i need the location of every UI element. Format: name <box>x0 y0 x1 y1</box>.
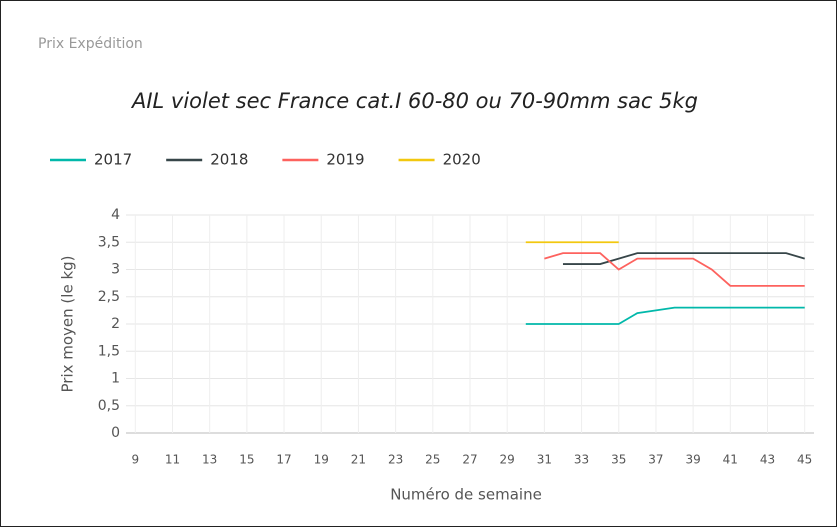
x-tick-label: 11 <box>165 453 180 467</box>
x-tick-label: 17 <box>276 453 291 467</box>
x-tick-label: 37 <box>648 453 663 467</box>
y-tick-label: 1,5 <box>98 343 120 359</box>
y-axis-label: Prix moyen (le kg) <box>59 255 77 392</box>
y-tick-label: 0,5 <box>98 398 120 414</box>
y-tick-label: 4 <box>111 207 120 223</box>
y-tick-label: 2,5 <box>98 289 120 305</box>
legend-label: 2017 <box>94 151 132 169</box>
x-tick-label: 41 <box>723 453 738 467</box>
card-title: Prix Expédition <box>38 36 143 52</box>
legend-label: 2018 <box>210 151 248 169</box>
y-tick-label: 3 <box>111 262 120 278</box>
x-tick-label: 33 <box>574 453 589 467</box>
x-tick-label: 35 <box>611 453 626 467</box>
chart-title: AIL violet sec France cat.I 60-80 ou 70-… <box>130 89 698 113</box>
series-line <box>544 252 805 287</box>
x-tick-label: 39 <box>685 453 700 467</box>
x-tick-label: 19 <box>314 453 329 467</box>
series-line <box>562 252 805 265</box>
x-tick-label: 23 <box>388 453 403 467</box>
legend-label: 2020 <box>443 151 481 169</box>
y-tick-label: 1 <box>111 371 120 387</box>
x-tick-label: 9 <box>131 453 139 467</box>
x-tick-label: 29 <box>500 453 515 467</box>
x-tick-label: 45 <box>797 453 812 467</box>
x-tick-label: 25 <box>425 453 440 467</box>
x-tick-label: 43 <box>760 453 775 467</box>
y-tick-label: 3,5 <box>98 234 120 250</box>
x-tick-label: 31 <box>537 453 552 467</box>
x-tick-label: 13 <box>202 453 217 467</box>
y-tick-label: 0 <box>111 425 120 441</box>
y-tick-label: 2 <box>111 316 120 332</box>
x-axis-label: Numéro de semaine <box>390 486 542 504</box>
x-tick-label: 15 <box>239 453 254 467</box>
x-tick-label: 27 <box>462 453 477 467</box>
series-line <box>525 306 805 325</box>
legend-label: 2019 <box>326 151 364 169</box>
x-tick-label: 21 <box>351 453 366 467</box>
